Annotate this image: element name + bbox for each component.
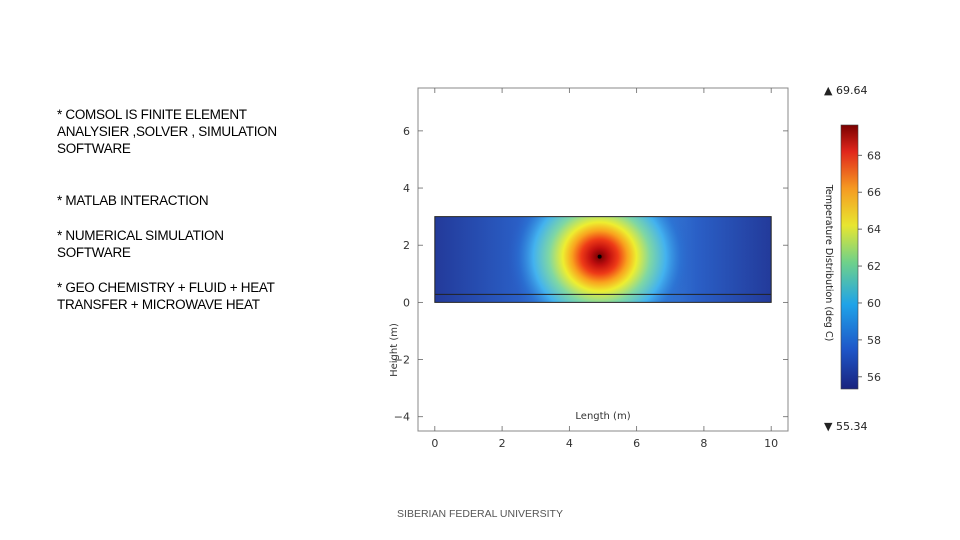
x-tick-label: 0 — [431, 437, 438, 450]
footer-text: SIBERIAN FEDERAL UNIVERSITY — [397, 508, 563, 520]
bullet-numerical-simulation: * NUMERICAL SIMULATION SOFTWARE — [57, 228, 224, 260]
hotspot — [507, 216, 692, 303]
y-tick-label: −4 — [394, 411, 410, 424]
axis-ticks — [418, 88, 788, 431]
colorbar-tick-label: 68 — [867, 149, 881, 162]
x-tick-label: 10 — [764, 437, 778, 450]
y-tick-labels: 6 4 2 0 −2 −4 — [394, 125, 410, 424]
colorbar-tick-label: 58 — [867, 334, 881, 347]
y-tick-label: 4 — [403, 182, 410, 195]
x-tick-labels: 0 2 4 6 8 10 — [431, 437, 778, 450]
x-tick-label: 4 — [566, 437, 573, 450]
colorbar-tick-label: 62 — [867, 260, 881, 273]
bullet-matlab: * MATLAB INTERACTION — [57, 193, 209, 208]
bullet-geo-chemistry: * GEO CHEMISTRY + FLUID + HEAT TRANSFER … — [57, 280, 275, 312]
y-tick-label: 0 — [403, 296, 410, 309]
y-tick-label: 2 — [403, 239, 410, 252]
bullet-comsol: * COMSOL IS FINITE ELEMENT ANALYSIER ,SO… — [57, 107, 277, 156]
colorbar-tick-label: 64 — [867, 223, 881, 236]
temperature-field — [434, 216, 772, 303]
domain-border — [434, 216, 772, 303]
colorbar-title: Temperature Distribution (deg C) — [823, 184, 834, 342]
colorbar-min-label: ▼ 55.34 — [824, 420, 867, 433]
colorbar-tick-label: 60 — [867, 297, 881, 310]
y-tick-label: 6 — [403, 125, 410, 138]
x-axis-label: Length (m) — [575, 411, 630, 422]
x-tick-label: 8 — [700, 437, 707, 450]
source-point — [597, 254, 602, 259]
colorbar-tick-label: 56 — [867, 371, 881, 384]
x-tick-label: 2 — [499, 437, 506, 450]
y-axis-label: Height (m) — [389, 323, 400, 377]
colorbar — [840, 124, 859, 390]
y-tick-label: −2 — [394, 354, 410, 367]
colorbar-max-label: ▲ 69.64 — [824, 84, 867, 97]
x-tick-label: 6 — [633, 437, 640, 450]
colorbar-tick-label: 66 — [867, 186, 881, 199]
colorbar-ticks: 68 66 64 62 60 58 56 — [858, 149, 881, 384]
